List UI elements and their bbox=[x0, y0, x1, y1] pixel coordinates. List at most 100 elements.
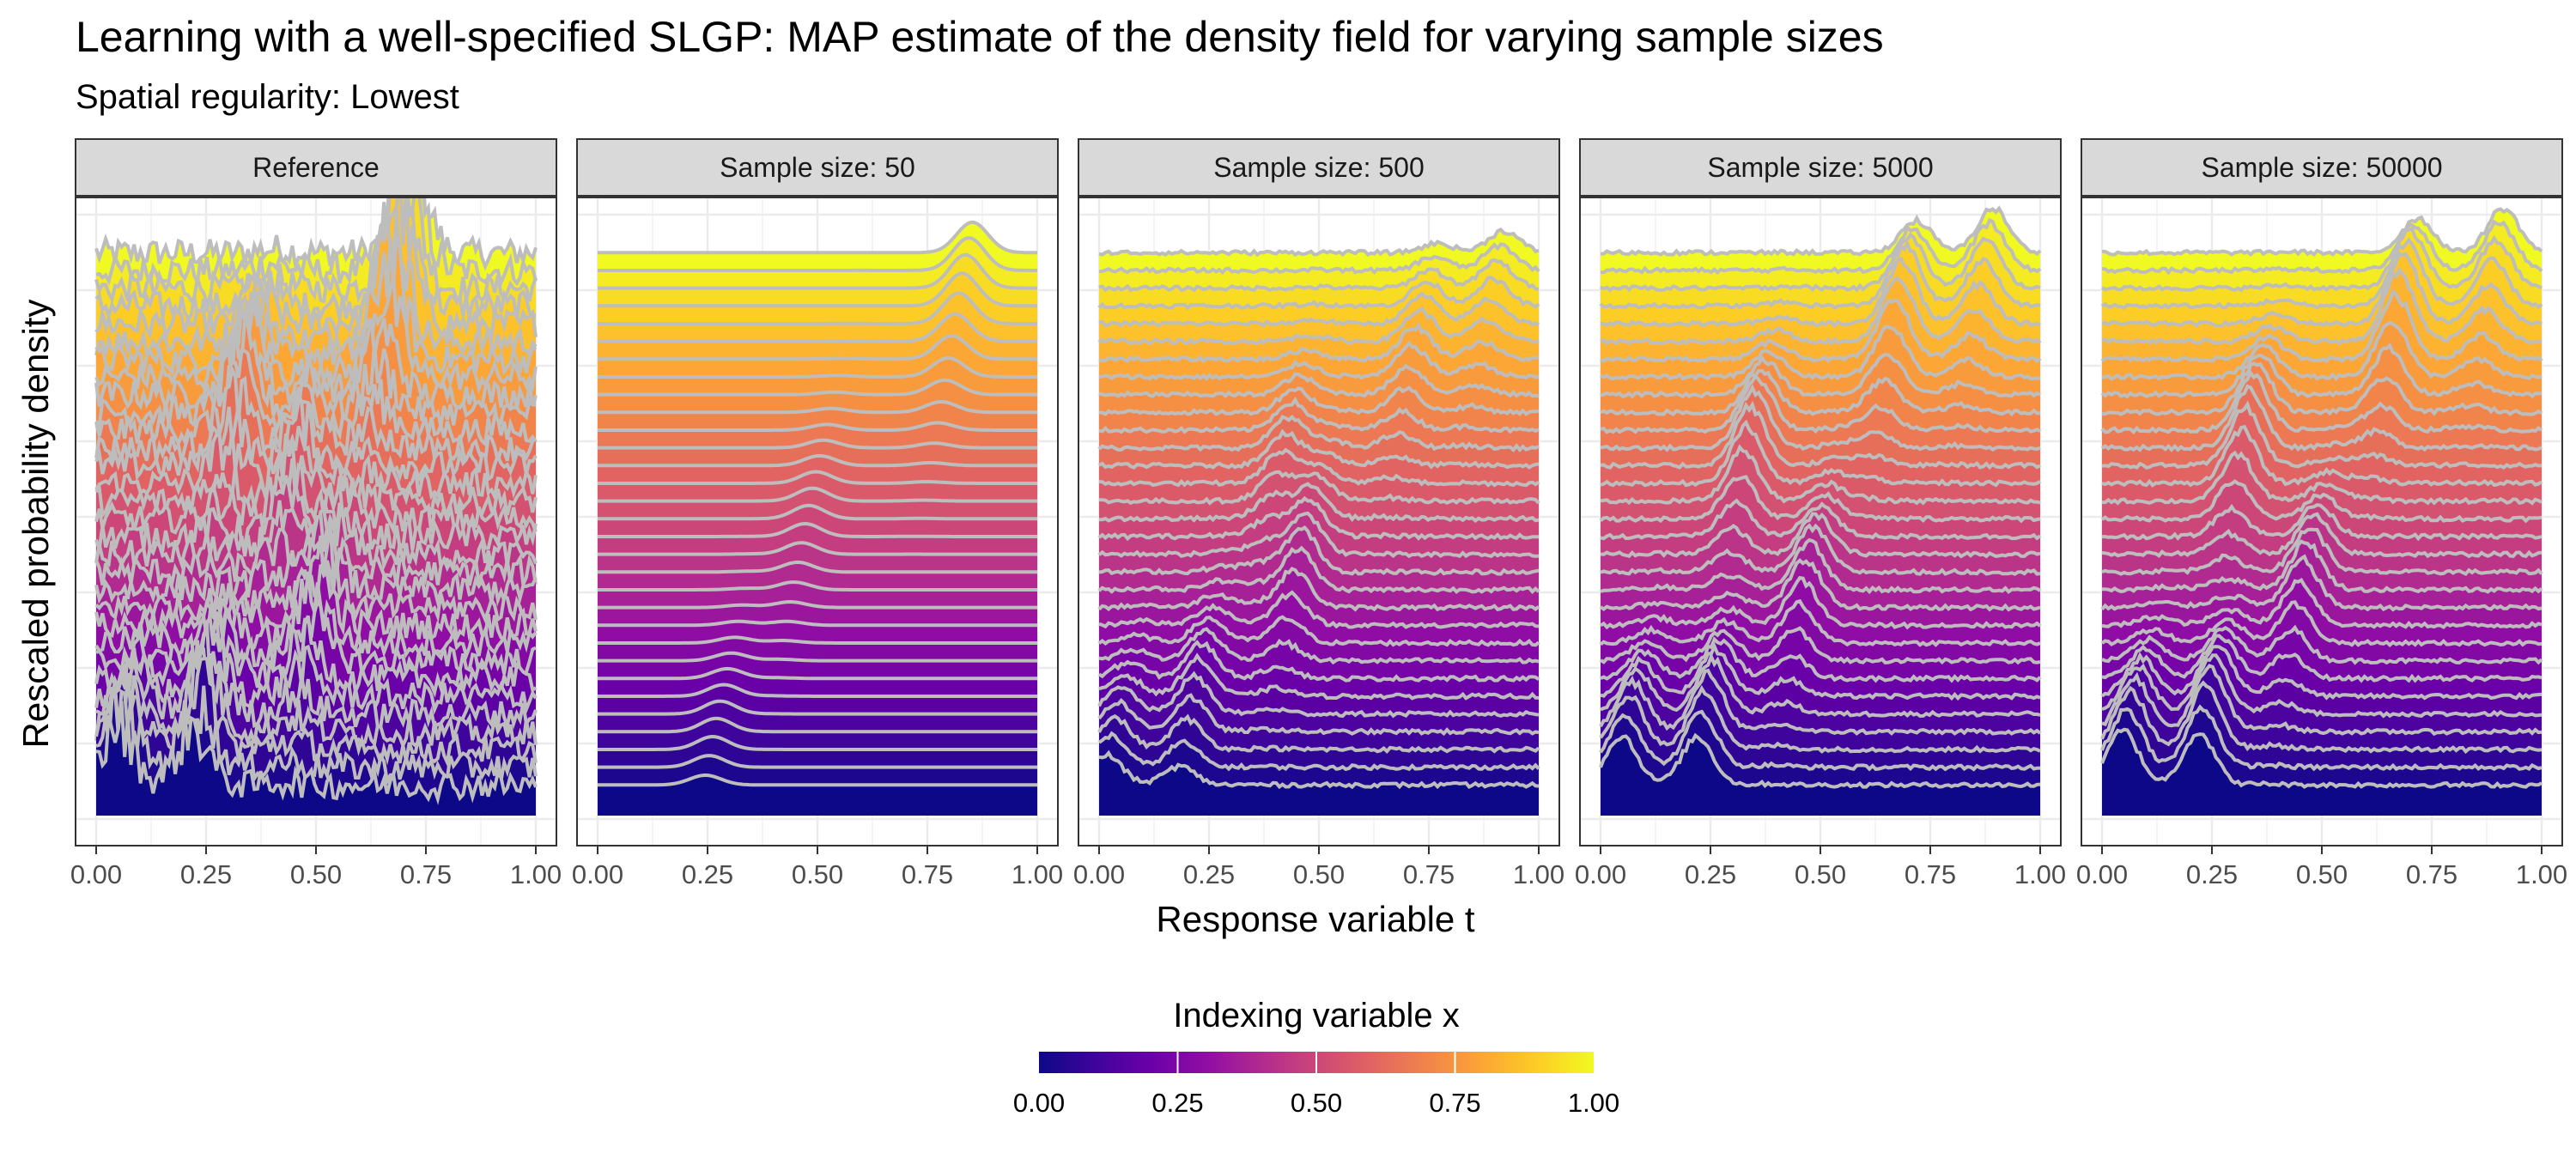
ridge-area bbox=[2102, 363, 2542, 443]
ridge-line bbox=[598, 221, 1037, 255]
x-tick-label: 0.00 bbox=[572, 859, 623, 889]
facet-strip-label: Sample size: 5000 bbox=[1707, 152, 1933, 183]
ridge-line bbox=[94, 398, 538, 484]
ridge-line bbox=[598, 666, 1037, 681]
ridges bbox=[94, 197, 538, 816]
facet-panel: Sample size: 50000 0.00 0.25 0.50 0.75 1.00 bbox=[2076, 138, 2567, 889]
ridge-line bbox=[1600, 498, 2042, 541]
ridge-line bbox=[1097, 615, 1540, 647]
x-tick-label: 0.75 bbox=[2406, 859, 2458, 889]
colorbar-legend: Indexing variable x 0.00 0.25 0.50 0.75 1.00 bbox=[1013, 997, 1619, 1118]
ridges bbox=[598, 221, 1037, 816]
ridge-area bbox=[1601, 375, 2040, 461]
ridge-line bbox=[2100, 237, 2543, 311]
ridge-line bbox=[1097, 414, 1540, 453]
ridge-area bbox=[2102, 270, 2542, 373]
ridge-line bbox=[1599, 709, 2041, 772]
ridge-line bbox=[1600, 352, 2041, 399]
ridge-line bbox=[94, 571, 538, 662]
ridge-line bbox=[598, 619, 1037, 628]
ridge-line bbox=[598, 580, 1037, 592]
ridge-line bbox=[2100, 288, 2543, 364]
ridge-line bbox=[1098, 258, 1540, 293]
ridge-line bbox=[94, 458, 538, 537]
x-tick-label: 0.75 bbox=[400, 859, 452, 889]
ridge-line bbox=[1097, 671, 1540, 719]
ridge-area bbox=[2102, 345, 2542, 426]
ridge-area bbox=[1601, 278, 2040, 373]
ridge-area bbox=[1601, 300, 2040, 390]
x-tick-label: 0.75 bbox=[1403, 859, 1455, 889]
ridge-line bbox=[598, 521, 1037, 538]
x-tick-label: 0.00 bbox=[70, 859, 122, 889]
ridge-line bbox=[598, 773, 1037, 787]
legend-tick-label: 0.50 bbox=[1291, 1088, 1342, 1118]
ridge-line bbox=[1599, 668, 2042, 736]
ridge-line bbox=[94, 425, 538, 502]
x-tick-label: 1.00 bbox=[510, 859, 562, 889]
x-tick-label: 0.75 bbox=[902, 859, 953, 889]
legend-tick-label: 0.00 bbox=[1013, 1088, 1065, 1118]
ridge-area bbox=[1601, 422, 2040, 514]
ridge-line bbox=[2100, 384, 2543, 452]
ridge-line bbox=[598, 683, 1037, 698]
ridge-line bbox=[1098, 363, 1540, 398]
x-tick-label: 0.50 bbox=[290, 859, 342, 889]
ridge-line bbox=[1097, 640, 1540, 683]
ridge-line bbox=[598, 378, 1037, 397]
facet-strip bbox=[1579, 138, 2062, 197]
ridge-area bbox=[2102, 291, 2542, 390]
ridge-line bbox=[1600, 523, 2041, 576]
x-tick-label: 1.00 bbox=[2014, 859, 2066, 889]
ridge-area bbox=[1601, 355, 2040, 426]
ridge-line bbox=[2100, 704, 2543, 772]
x-tick-label: 0.50 bbox=[792, 859, 843, 889]
ridges bbox=[1097, 228, 1540, 816]
ridge-line bbox=[2100, 369, 2543, 434]
ridge-line bbox=[598, 312, 1037, 343]
legend-ticks: 0.00 0.25 0.50 0.75 1.00 bbox=[1013, 1052, 1619, 1118]
ridge-line bbox=[598, 236, 1037, 272]
facet-panel: Reference 0.00 0.25 0.50 0.75 1.00 bbox=[70, 138, 562, 889]
ridge-line bbox=[1600, 232, 2041, 293]
facet-panel: Sample size: 500 0.00 0.25 0.50 0.75 1.00 bbox=[1073, 138, 1564, 889]
x-tick-label: 0.75 bbox=[1905, 859, 1956, 889]
ridge-line bbox=[2101, 361, 2543, 416]
ridge-line bbox=[2100, 600, 2543, 647]
ridge-line bbox=[94, 512, 538, 592]
ridge-line bbox=[1098, 322, 1540, 364]
ridge-line bbox=[95, 701, 538, 805]
ridge-line bbox=[1097, 495, 1540, 542]
ridge-line bbox=[1599, 732, 2041, 789]
facet-strip-label: Sample size: 50000 bbox=[2201, 152, 2442, 183]
ridge-line bbox=[1097, 511, 1540, 559]
ridge-line bbox=[94, 535, 538, 625]
ridge-line bbox=[1600, 368, 2041, 417]
ridge-line bbox=[1600, 419, 2042, 488]
x-tick-label: 0.25 bbox=[180, 859, 232, 889]
ridge-line bbox=[1098, 447, 1540, 488]
ridge-line bbox=[1600, 652, 2041, 719]
ridge-line bbox=[2100, 226, 2543, 293]
ridge-line bbox=[2100, 343, 2543, 399]
facet-strip-label: Sample size: 50 bbox=[720, 152, 915, 183]
ridge-line bbox=[2101, 251, 2543, 328]
ridge-line bbox=[2101, 664, 2543, 737]
ridge-line bbox=[1098, 242, 1540, 275]
ridge-line bbox=[1600, 636, 2042, 683]
ridge-line bbox=[94, 523, 538, 609]
ridge-line bbox=[598, 291, 1037, 325]
ridge-line bbox=[2101, 424, 2543, 488]
ridge-line bbox=[1097, 713, 1540, 754]
legend-tick-label: 0.75 bbox=[1429, 1088, 1480, 1118]
ridge-line bbox=[1599, 598, 2041, 647]
x-tick-label: 0.25 bbox=[682, 859, 733, 889]
ridges bbox=[1599, 205, 2042, 816]
ridge-line bbox=[598, 355, 1037, 379]
x-tick-label: 0.00 bbox=[1073, 859, 1125, 889]
ridge-line bbox=[1599, 684, 2041, 754]
ridge-line bbox=[94, 209, 538, 360]
facet-strip-label: Reference bbox=[252, 152, 380, 183]
ridge-line bbox=[2102, 539, 2543, 594]
